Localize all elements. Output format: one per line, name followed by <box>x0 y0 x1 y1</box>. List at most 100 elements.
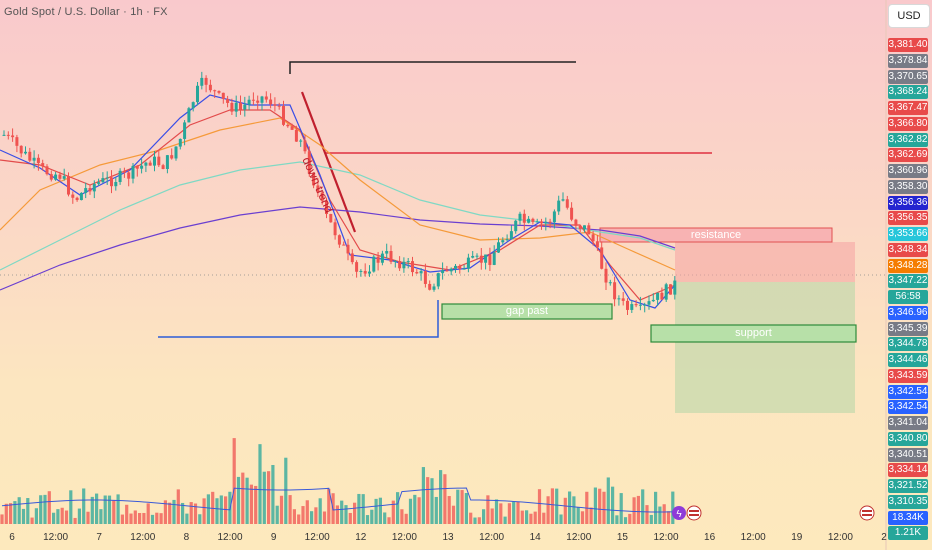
currency-button[interactable]: USD <box>888 4 930 28</box>
candle <box>161 163 165 170</box>
time-axis-label: 8 <box>183 532 190 543</box>
candle <box>514 219 518 234</box>
flash-event-icon[interactable] <box>672 506 686 520</box>
volume-bar <box>142 512 146 524</box>
price-scale-label: 3,342.54 <box>888 400 928 415</box>
candle <box>174 146 178 161</box>
volume-bar <box>112 500 116 524</box>
candle <box>157 149 161 168</box>
ma-200-line <box>0 206 676 291</box>
volume-bar <box>120 514 124 524</box>
candle <box>578 225 582 233</box>
volume-bar <box>396 492 400 524</box>
candle <box>2 130 6 136</box>
flash-event-glyph: ϟ <box>676 509 682 520</box>
volume-bar <box>641 489 645 524</box>
candle <box>333 218 337 240</box>
candles <box>2 71 677 315</box>
volume-bar <box>542 512 546 524</box>
price-scale-label: 3,344.46 <box>888 353 928 367</box>
candle <box>54 171 58 181</box>
candle <box>552 209 556 229</box>
candle <box>380 250 384 266</box>
candle <box>359 269 363 277</box>
candle <box>436 272 440 290</box>
candle <box>484 254 488 270</box>
volume-bar <box>301 506 305 524</box>
event-icons[interactable]: ϟ <box>672 505 875 521</box>
volume-bar <box>499 503 503 524</box>
candle <box>535 218 539 223</box>
price-scale-label: 3,366.80 <box>888 116 928 131</box>
candle <box>621 291 625 306</box>
price-scale-label: 1.21K <box>888 526 928 541</box>
candle <box>393 259 397 268</box>
volume-bar <box>486 495 490 524</box>
candle <box>505 234 509 242</box>
volume-bar <box>47 491 51 524</box>
candle <box>41 159 45 171</box>
candle <box>286 123 290 128</box>
candle <box>140 158 144 174</box>
time-axis-label: 12:00 <box>740 532 766 543</box>
volume-bar <box>537 489 542 524</box>
us-flag-stripes-4 <box>862 514 872 516</box>
volume-bar <box>662 504 666 524</box>
candle <box>372 254 376 273</box>
candle <box>131 162 135 184</box>
resistance-zone <box>599 227 833 243</box>
candle <box>540 218 543 230</box>
price-scale-label: 3,341.04 <box>888 416 928 430</box>
price-scale-label: 3,348.34 <box>888 242 928 257</box>
volume-bar <box>611 486 615 524</box>
candle <box>544 217 548 231</box>
volume-bar <box>284 457 288 524</box>
high-level-line <box>289 61 576 74</box>
candle <box>170 148 174 160</box>
candle <box>497 237 500 254</box>
time-axis-label: 6 <box>9 532 15 543</box>
candle <box>312 172 316 189</box>
price-scale-label: 3,362.82 <box>888 132 928 147</box>
volume-bar <box>387 517 391 524</box>
candle <box>67 172 70 197</box>
us-flag-icon[interactable] <box>686 505 702 521</box>
candle <box>630 300 634 313</box>
volume-bar <box>378 497 382 524</box>
candle <box>617 295 621 306</box>
us-flag-icon-2[interactable] <box>859 505 875 521</box>
price-scale-label: 3,368.24 <box>888 85 928 100</box>
candle <box>290 123 294 131</box>
price-scale-label: 3,344.78 <box>888 337 928 352</box>
price-scale-label: 3,347.22 <box>888 274 928 289</box>
volume-bar <box>619 493 623 524</box>
candle <box>247 95 251 111</box>
candle <box>557 195 561 215</box>
price-scale-label: 3,381.40 <box>888 38 928 52</box>
candle <box>118 168 122 185</box>
volume-bar <box>370 509 374 524</box>
price-scale-label: 18.34K <box>888 510 928 525</box>
volume-bar <box>129 513 133 524</box>
volume-bar <box>155 512 159 524</box>
candle <box>148 160 152 166</box>
volume-bar <box>310 511 314 524</box>
candle <box>36 154 40 171</box>
support-zone <box>650 324 857 343</box>
price-scale-label: 3,356.35 <box>888 211 928 226</box>
candle <box>110 170 113 194</box>
volume-bar <box>512 501 516 524</box>
us-flag-stripes-2 <box>689 514 699 516</box>
us-flag-stripes-3 <box>862 510 872 512</box>
candle <box>548 218 552 229</box>
volume-bar <box>224 496 228 524</box>
candle <box>75 196 79 202</box>
down-trend-line <box>300 91 357 233</box>
gap-past-zone <box>441 303 613 320</box>
candle <box>316 178 320 198</box>
candle <box>200 71 204 90</box>
volume-bar <box>86 511 90 524</box>
time-axis-label: 7 <box>96 532 102 543</box>
candle <box>522 209 526 231</box>
